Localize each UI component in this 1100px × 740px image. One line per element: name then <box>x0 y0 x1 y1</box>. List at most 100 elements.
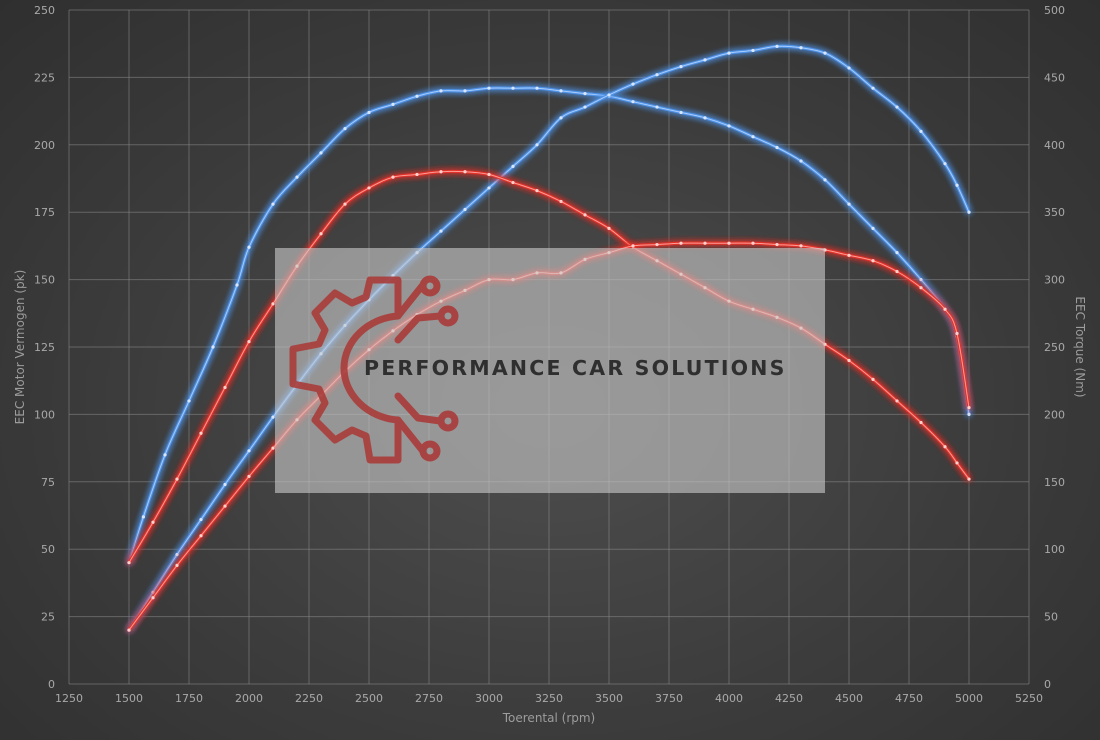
data-point <box>823 178 827 182</box>
data-point <box>895 251 899 255</box>
right-y-tick-label: 150 <box>1044 476 1065 489</box>
data-point <box>799 46 803 50</box>
left-y-axis-title: EEC Motor Vermogen (pk) <box>13 270 27 425</box>
watermark-logo: PERFORMANCE CAR SOLUTIONS <box>275 248 825 493</box>
right-y-axis-title: EEC Torque (Nm) <box>1073 296 1087 397</box>
data-point <box>559 89 563 93</box>
data-point <box>271 415 275 419</box>
data-point <box>271 302 275 306</box>
data-point <box>871 226 875 230</box>
data-point <box>955 331 959 336</box>
data-point <box>535 86 539 90</box>
x-tick-label: 3000 <box>475 692 503 705</box>
x-tick-label: 1250 <box>55 692 83 705</box>
data-point <box>535 189 539 193</box>
data-point <box>955 183 959 187</box>
data-point <box>199 431 203 435</box>
data-point <box>415 172 419 177</box>
data-point <box>679 241 683 245</box>
x-tick-label: 3750 <box>655 692 683 705</box>
data-point <box>955 461 959 465</box>
x-tick-label: 4250 <box>775 692 803 705</box>
right-y-tick-label: 500 <box>1044 4 1065 17</box>
data-point <box>967 412 971 416</box>
data-point <box>391 102 395 106</box>
data-point <box>295 175 299 179</box>
right-y-tick-label: 300 <box>1044 274 1065 287</box>
data-point <box>631 82 635 86</box>
data-point <box>439 170 443 174</box>
x-tick-label: 1500 <box>115 692 143 705</box>
data-point <box>655 105 659 109</box>
left-y-tick-label: 225 <box>34 71 55 84</box>
data-point <box>211 345 215 349</box>
x-tick-label: 4750 <box>895 692 923 705</box>
left-y-tick-label: 250 <box>34 4 55 17</box>
data-point <box>367 110 371 115</box>
left-y-axis-ticks: 0 25 50 75 100 125 150 175 200 225 250 <box>34 4 55 691</box>
data-point <box>823 51 827 55</box>
data-point <box>871 259 875 263</box>
data-point <box>847 202 851 206</box>
data-point <box>511 180 515 185</box>
left-y-tick-label: 100 <box>34 408 55 421</box>
data-point <box>943 307 947 311</box>
data-point <box>679 65 683 69</box>
x-tick-label: 5000 <box>955 692 983 705</box>
left-y-tick-label: 125 <box>34 341 55 354</box>
data-point <box>151 520 155 524</box>
data-point <box>463 170 467 174</box>
data-point <box>775 44 779 48</box>
data-point <box>655 242 659 247</box>
data-point <box>799 159 803 163</box>
data-point <box>487 86 491 90</box>
data-point <box>919 420 923 425</box>
data-point <box>847 253 851 257</box>
data-point <box>367 186 371 190</box>
data-point <box>631 100 635 104</box>
data-point <box>703 241 707 245</box>
data-point <box>895 399 899 403</box>
data-point <box>607 226 611 230</box>
data-point <box>583 213 587 217</box>
data-point <box>151 596 155 600</box>
left-y-tick-label: 0 <box>48 678 55 691</box>
right-y-tick-label: 350 <box>1044 206 1065 219</box>
x-tick-label: 4000 <box>715 692 743 705</box>
data-point <box>895 269 899 274</box>
data-point <box>919 286 923 290</box>
data-point <box>751 241 755 245</box>
data-point <box>319 232 323 236</box>
data-point <box>967 406 971 410</box>
gear-circuit-icon <box>289 275 459 464</box>
x-tick-label: 3500 <box>595 692 623 705</box>
data-point <box>727 241 731 245</box>
data-point <box>679 110 683 115</box>
data-point <box>943 445 947 449</box>
data-point <box>967 210 971 214</box>
right-y-tick-label: 250 <box>1044 341 1065 354</box>
left-y-tick-label: 175 <box>34 206 55 219</box>
data-point <box>559 116 563 120</box>
right-y-tick-label: 450 <box>1044 71 1065 84</box>
left-y-tick-label: 25 <box>41 611 55 624</box>
right-y-tick-label: 0 <box>1044 678 1051 691</box>
data-point <box>751 135 755 139</box>
data-point <box>799 244 803 248</box>
data-point <box>141 515 145 519</box>
data-point <box>343 127 347 131</box>
right-y-tick-label: 200 <box>1044 408 1065 421</box>
x-tick-label: 4500 <box>835 692 863 705</box>
left-y-tick-label: 75 <box>41 476 55 489</box>
x-tick-label: 5250 <box>1015 692 1043 705</box>
data-point <box>127 628 131 632</box>
data-point <box>607 93 611 97</box>
data-point <box>895 105 899 109</box>
data-point <box>343 202 347 206</box>
right-y-tick-label: 400 <box>1044 139 1065 152</box>
data-point <box>583 91 587 96</box>
data-point <box>487 172 491 177</box>
data-point <box>247 340 251 344</box>
data-point <box>943 162 947 166</box>
data-point <box>583 105 587 109</box>
